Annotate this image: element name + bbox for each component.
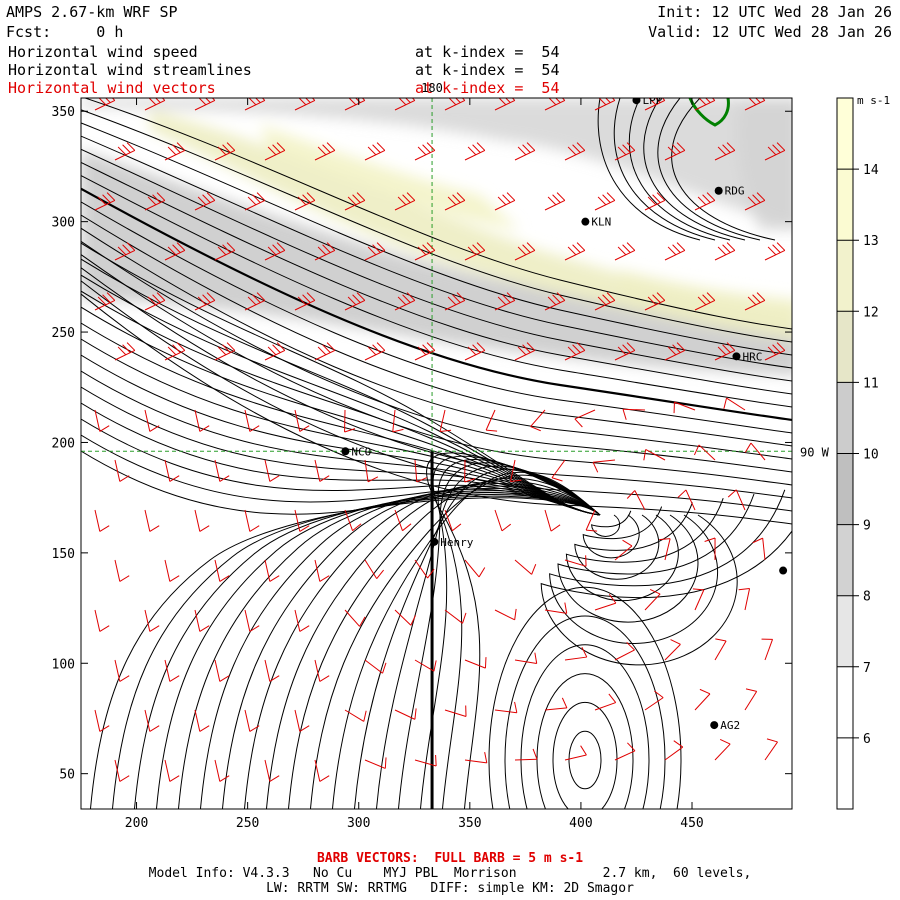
y-tick-label: 50 [59,768,75,783]
station-dot [581,218,589,226]
x-tick-label: 300 [347,816,370,831]
barb-flag [485,657,486,668]
colorbar-swatch [837,382,853,453]
colorbar-label: 14 [863,163,879,178]
colorbar-label: 12 [863,305,879,320]
station-dot [632,96,640,104]
colorbar-swatch [837,738,853,809]
station-dot [341,447,349,455]
station-label: LPP [642,94,662,107]
barb-flag [436,755,437,766]
y-tick-label: 150 [52,547,75,562]
model-info: Model Info: V4.3.3 No Cu MYJ PBL Morriso… [0,866,900,881]
colorbar-swatch [837,169,853,240]
colorbar-swatch [837,454,853,525]
colorbar-unit: m s-1 [857,94,890,107]
colorbar-swatch [837,240,853,311]
colorbar-label: 11 [863,376,879,391]
x-tick-label: 200 [125,816,148,831]
y-tick-label: 350 [52,105,75,120]
x-tick-label: 450 [680,816,703,831]
colorbar-label: 6 [863,732,871,747]
barb-flag [385,757,386,768]
x-tick-label: 350 [458,816,481,831]
x-tick-label: 250 [236,816,259,831]
colorbar-swatch [837,98,853,169]
y-tick-label: 100 [52,657,75,672]
y-tick-label: 250 [52,326,75,341]
colorbar-label: 13 [863,234,879,249]
station-label: RDG [725,185,745,198]
station-dot [430,538,438,546]
station-label: HRC [742,350,762,363]
colorbar-label: 10 [863,448,879,463]
station-dot [710,721,718,729]
station-label: AG2 [720,719,740,732]
colorbar-swatch [837,667,853,738]
colorbar-label: 8 [863,590,871,605]
y-tick-label: 300 [52,216,75,231]
colorbar-swatch [837,311,853,382]
colorbar-label: 7 [863,661,871,676]
colorbar-label: 9 [863,519,871,534]
parallel-label: 90 W [800,445,830,459]
physics-info: LW: RRTM SW: RRTMG DIFF: simple KM: 2D S… [0,881,900,896]
meridian-label: 180 [421,81,443,95]
colorbar-swatch [837,596,853,667]
station-label: NCO [351,445,371,458]
barb-note: BARB VECTORS: FULL BARB = 5 m s-1 [0,851,900,866]
colorbar: 6 7 8 9 10 11 12 13 14 m s-1 [837,94,890,809]
station-label: KLN [591,216,611,229]
colorbar-swatch [837,525,853,596]
station-dot [715,187,723,195]
station-label: Henry [440,536,473,549]
x-tick-label: 400 [569,816,592,831]
y-tick-label: 200 [52,436,75,451]
station-dot [779,567,787,575]
map-plot-area: LPP RDG KLN HRC NCO Henry AG2 [76,93,816,900]
station-dot [732,352,740,360]
